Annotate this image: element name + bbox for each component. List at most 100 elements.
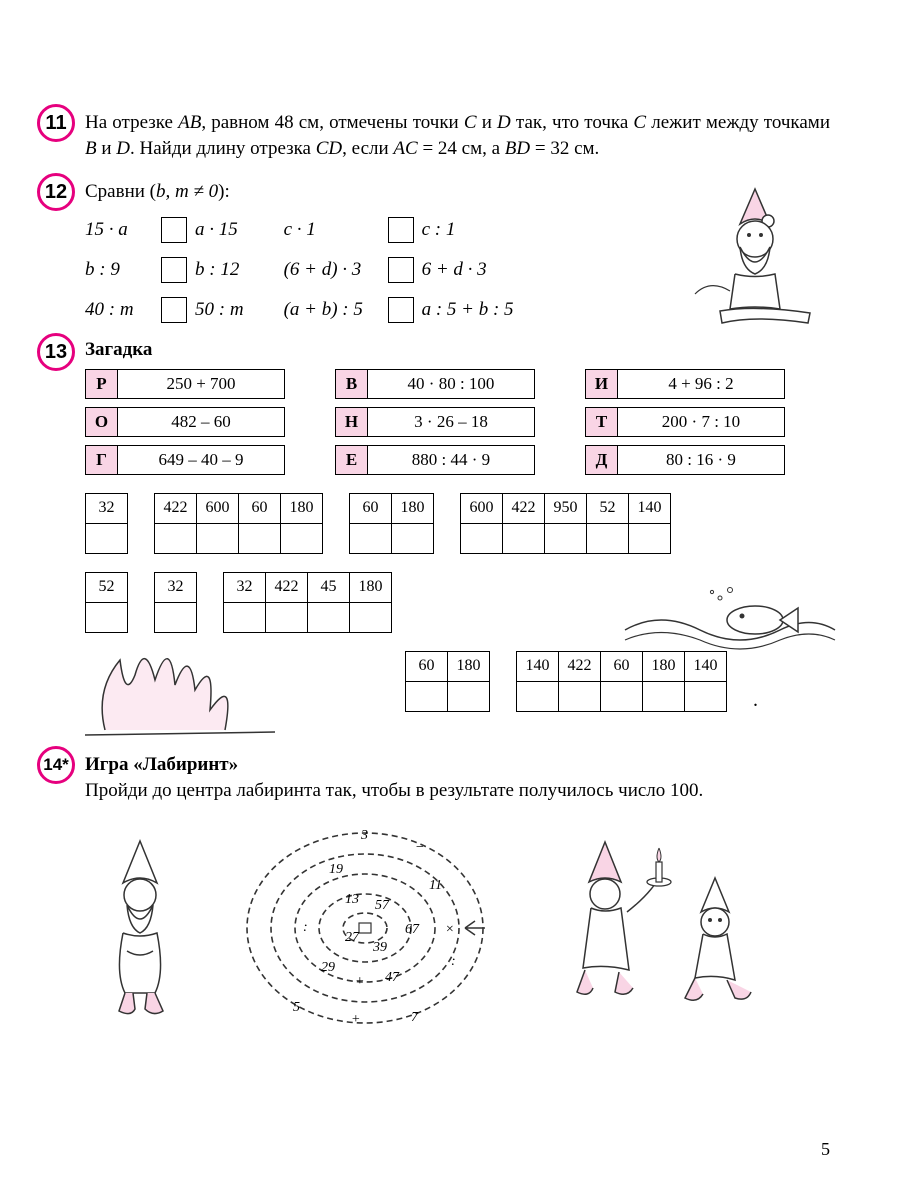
- t11-p6: так, что точка: [511, 112, 634, 133]
- task-14-illustrations: 3 19 11 13 57 67 27 39 29 47 5 7 − :: [85, 823, 830, 1033]
- answer-number-cell: 52: [587, 493, 629, 523]
- mz-n: 27: [345, 930, 360, 945]
- compare-col-1: 15 · aa · 15 b : 9b : 12 40 : m50 : m: [85, 215, 244, 325]
- mz-op: :: [451, 954, 456, 969]
- answer-number-cell: 180: [281, 493, 323, 523]
- mz-op: :: [303, 920, 308, 935]
- answer-box[interactable]: [388, 217, 414, 243]
- answer-blank-cell[interactable]: [155, 523, 197, 553]
- re: 200 · 7 : 10: [618, 408, 784, 436]
- mz-n: 7: [411, 1010, 419, 1025]
- answer-blank-cell[interactable]: [685, 681, 727, 711]
- mz-n: 19: [329, 862, 343, 877]
- answer-box[interactable]: [388, 297, 414, 323]
- riddle-row-2: О482 – 60 Н3 · 26 – 18 Т200 · 7 : 10: [85, 407, 830, 437]
- answer-blank-cell[interactable]: [197, 523, 239, 553]
- answer-blank-cell[interactable]: [559, 681, 601, 711]
- t11-p16: = 24 см, а: [418, 138, 505, 159]
- cmp-2-3: (a + b) : 5a : 5 + b : 5: [284, 295, 514, 325]
- answer-blank-cell[interactable]: [86, 523, 128, 553]
- answer-blank-cell[interactable]: [601, 681, 643, 711]
- answer-number-cell: 140: [629, 493, 671, 523]
- riddle-title: Загадка: [85, 339, 830, 361]
- answer-blank-cell[interactable]: [406, 681, 448, 711]
- answer-blank-cell[interactable]: [350, 602, 392, 632]
- re: 4 + 96 : 2: [618, 370, 784, 398]
- c12l: b : 9: [85, 257, 153, 283]
- t11-C2: C: [633, 112, 646, 133]
- mz-n: 13: [345, 892, 359, 907]
- t11-D: D: [497, 112, 511, 133]
- answer-line-1: 32422600601806018060042295052140: [85, 493, 830, 554]
- answer-number-cell: 32: [224, 572, 266, 602]
- answer-box[interactable]: [161, 217, 187, 243]
- answer-blank-cell[interactable]: [308, 602, 350, 632]
- c11l: 15 · a: [85, 217, 153, 243]
- answer-blank-cell[interactable]: [545, 523, 587, 553]
- t12-post: ):: [218, 181, 230, 202]
- mz-n: 29: [321, 960, 335, 975]
- answer-box[interactable]: [388, 257, 414, 283]
- rl: В: [336, 370, 368, 398]
- answer-blank-cell[interactable]: [643, 681, 685, 711]
- answer-blank-cell[interactable]: [239, 523, 281, 553]
- answer-blank-cell[interactable]: [461, 523, 503, 553]
- task-12: 12 Сравни (b, m ≠ 0): 15 · aa · 15: [85, 179, 830, 325]
- t11-AB: AB: [178, 112, 201, 133]
- riddle-item: Т200 · 7 : 10: [585, 407, 785, 437]
- answer-blank-cell[interactable]: [587, 523, 629, 553]
- cmp-1-3: 40 : m 50 : m: [85, 295, 244, 325]
- answer-blank-cell[interactable]: [448, 681, 490, 711]
- answer-blank-cell[interactable]: [350, 523, 392, 553]
- answer-box[interactable]: [161, 297, 187, 323]
- page-number: 5: [821, 1139, 830, 1160]
- t14-title: Игра «Лабиринт»: [85, 754, 238, 775]
- answer-number-cell: 140: [517, 651, 559, 681]
- riddle-item: Д80 : 16 · 9: [585, 445, 785, 475]
- riddle-row-3: Г649 – 40 – 9 Е880 : 44 · 9 Д80 : 16 · 9: [85, 445, 830, 475]
- cmp-1-2: b : 9b : 12: [85, 255, 244, 285]
- task-12-title: Сравни (b, m ≠ 0): 15 · aa · 15 b : 9b :…: [85, 179, 830, 325]
- c13l: 40 : m: [85, 297, 153, 323]
- answer-number-cell: 60: [350, 493, 392, 523]
- c21r: c : 1: [422, 217, 456, 243]
- answer-blank-cell[interactable]: [517, 681, 559, 711]
- t12-pre: Сравни (: [85, 181, 156, 202]
- mz-op: ×: [445, 922, 454, 937]
- t11-p0: На отрезке: [85, 112, 178, 133]
- mz-op: +: [355, 974, 364, 989]
- t11-AC: AC: [393, 138, 417, 159]
- answer-number-cell: 60: [239, 493, 281, 523]
- t11-p10: и: [97, 138, 117, 159]
- riddle-expressions: Р250 + 700 В40 · 80 : 100 И4 + 96 : 2 О4…: [85, 369, 830, 475]
- mz-n: 67: [405, 922, 420, 937]
- answer-number-cell: 60: [406, 651, 448, 681]
- answer-blank-cell[interactable]: [281, 523, 323, 553]
- re: 649 – 40 – 9: [118, 446, 284, 474]
- t11-p8: лежит между точками: [646, 112, 830, 133]
- rl: Е: [336, 446, 368, 474]
- answer-number-cell: 32: [155, 572, 197, 602]
- answer-blank-cell[interactable]: [629, 523, 671, 553]
- gnome-illustration: [680, 179, 830, 329]
- answer-group: 42260060180: [154, 493, 323, 554]
- cmp-2-1: c · 1 c : 1: [284, 215, 514, 245]
- answer-box[interactable]: [161, 257, 187, 283]
- gnome-left-illustration: [85, 833, 195, 1023]
- c13r: 50 : m: [195, 297, 244, 323]
- answer-blank-cell[interactable]: [392, 523, 434, 553]
- answer-number-cell: 422: [266, 572, 308, 602]
- answer-blank-cell[interactable]: [503, 523, 545, 553]
- riddle-item: О482 – 60: [85, 407, 285, 437]
- answer-number-cell: 600: [197, 493, 239, 523]
- answer-number-cell: 422: [559, 651, 601, 681]
- sentence-period: .: [753, 689, 758, 712]
- re: 40 · 80 : 100: [368, 370, 534, 398]
- t11-D2: D: [116, 138, 130, 159]
- c22r: 6 + d · 3: [422, 257, 487, 283]
- answer-number-cell: 422: [503, 493, 545, 523]
- answer-group: 60042295052140: [460, 493, 671, 554]
- rl: Д: [586, 446, 618, 474]
- fire-illustration: [75, 620, 295, 740]
- c21l: c · 1: [284, 217, 380, 243]
